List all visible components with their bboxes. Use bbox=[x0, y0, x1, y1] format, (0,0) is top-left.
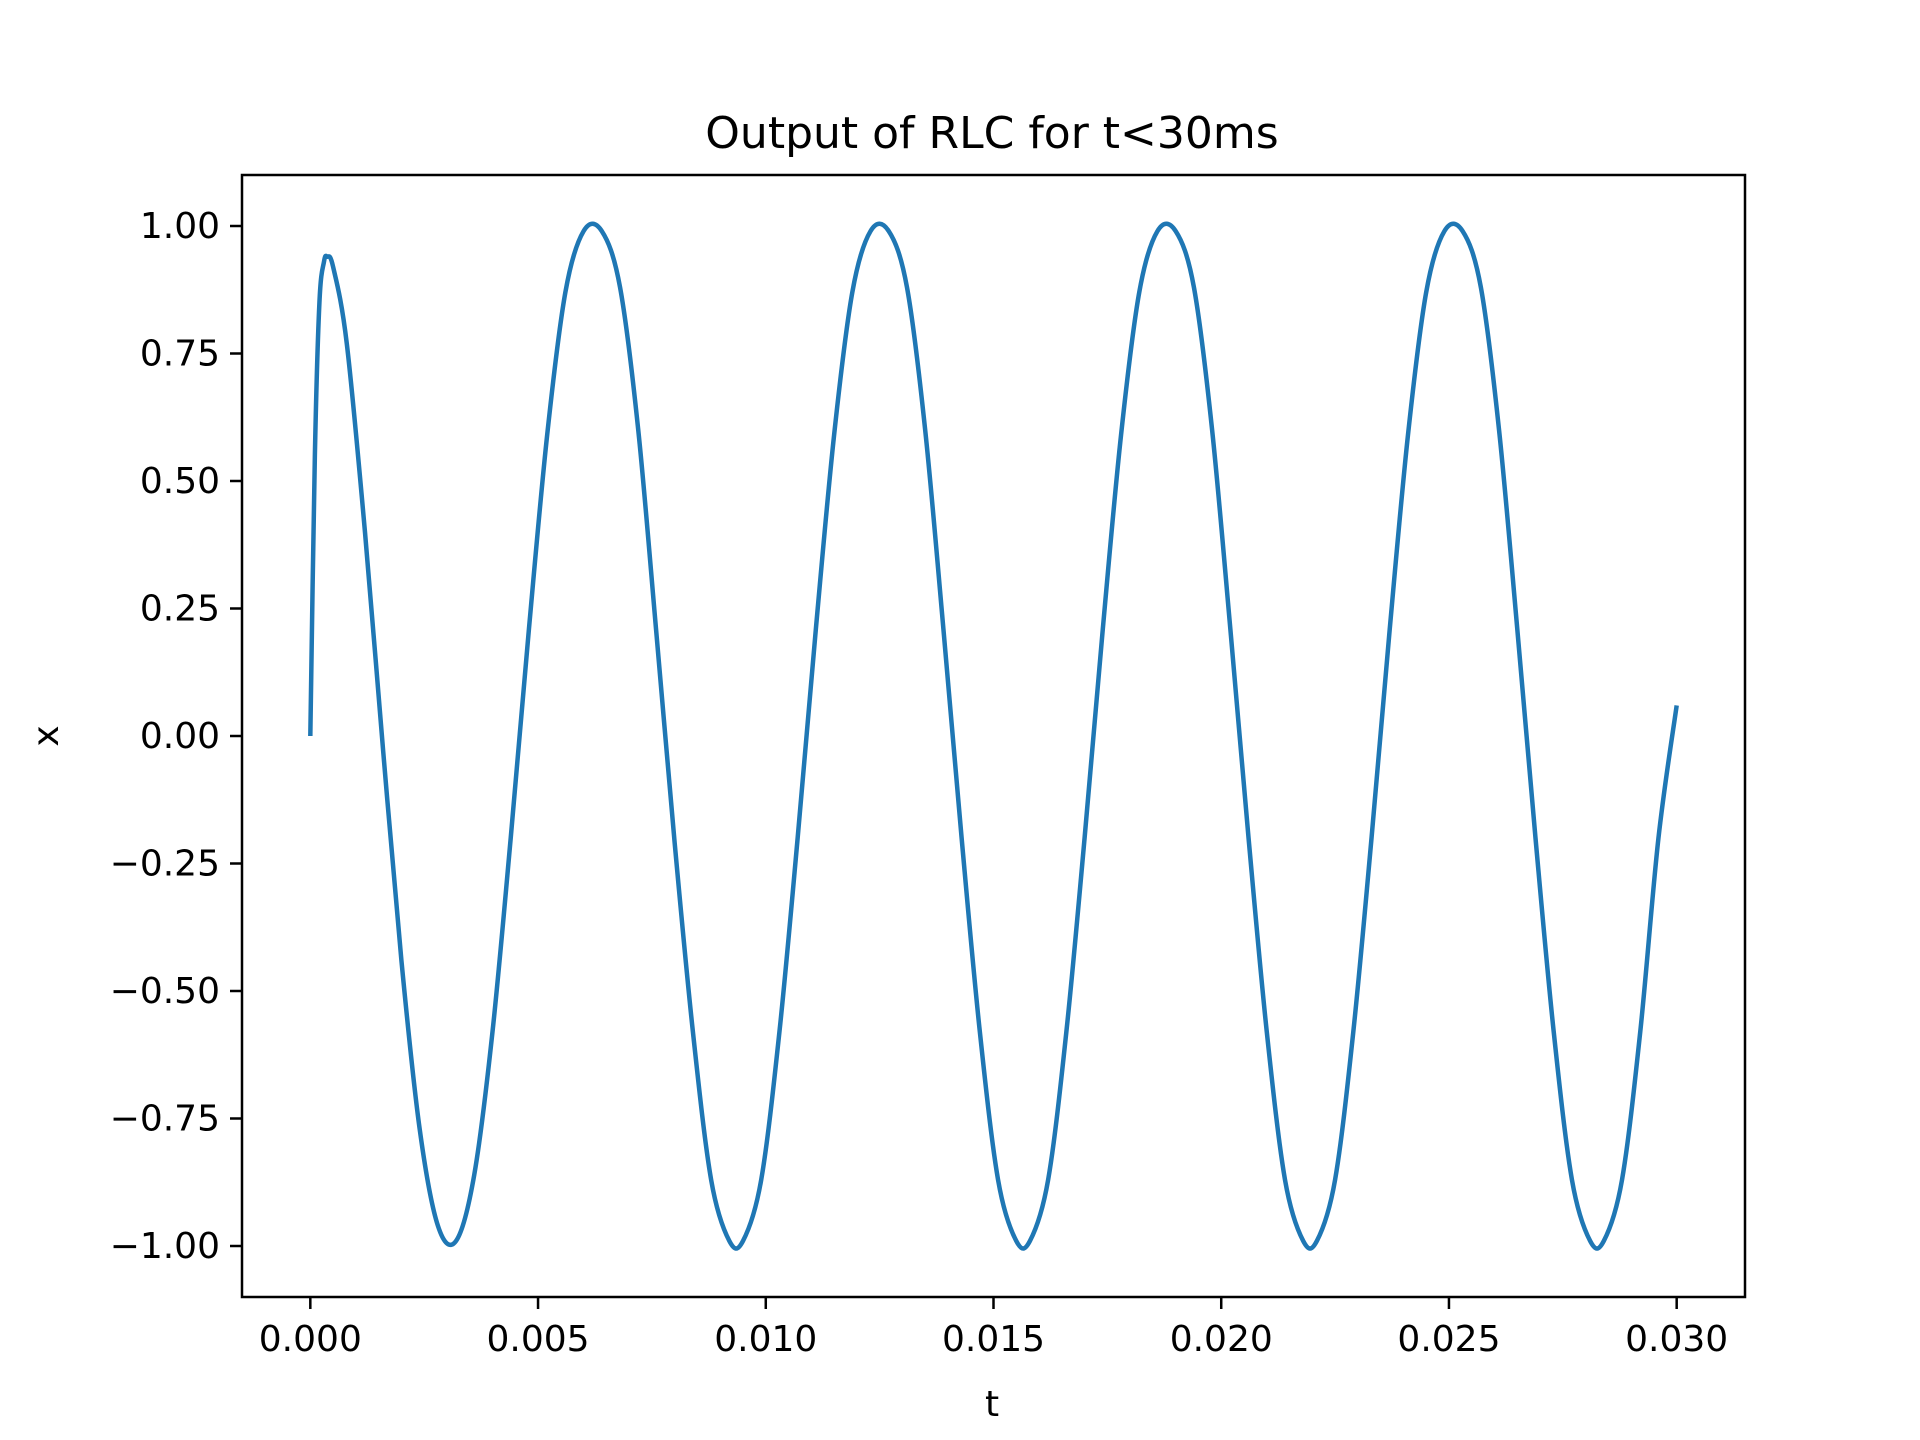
plot-series bbox=[308, 221, 1679, 1251]
x-tick-label: 0.005 bbox=[487, 1319, 590, 1360]
y-tick-label: 0.75 bbox=[140, 334, 220, 375]
x-tick-label: 0.000 bbox=[259, 1319, 362, 1360]
chart-title: Output of RLC for t<30ms bbox=[705, 108, 1278, 159]
y-tick-label: −0.50 bbox=[110, 971, 220, 1012]
x-tick-label: 0.010 bbox=[714, 1319, 817, 1360]
x-tick-label: 0.020 bbox=[1170, 1319, 1273, 1360]
x-tick-label: 0.015 bbox=[942, 1319, 1045, 1360]
y-tick-label: −1.00 bbox=[110, 1226, 220, 1267]
y-axis-label: x bbox=[26, 725, 67, 746]
y-tick-label: 0.00 bbox=[140, 716, 220, 757]
axes-frame bbox=[240, 173, 1747, 1299]
x-tick-label: 0.030 bbox=[1625, 1319, 1728, 1360]
y-tick-label: 1.00 bbox=[140, 206, 220, 247]
y-tick-label: −0.25 bbox=[110, 844, 220, 885]
y-tick-label: 0.25 bbox=[140, 589, 220, 630]
y-tick-label: 0.50 bbox=[140, 461, 220, 502]
x-tick-label: 0.025 bbox=[1397, 1319, 1500, 1360]
series-line bbox=[308, 221, 1679, 1251]
y-tick-label: −0.75 bbox=[110, 1099, 220, 1140]
x-axis-label: t bbox=[985, 1384, 999, 1425]
x-axis-ticks: 0.000 0.005 0.010 0.015 0.020 0.025 0.030 bbox=[259, 1297, 1728, 1360]
y-axis-ticks: 1.00 0.75 0.50 0.25 0.00 −0.25 −0.50 −0.75 −1.00 bbox=[110, 206, 242, 1267]
